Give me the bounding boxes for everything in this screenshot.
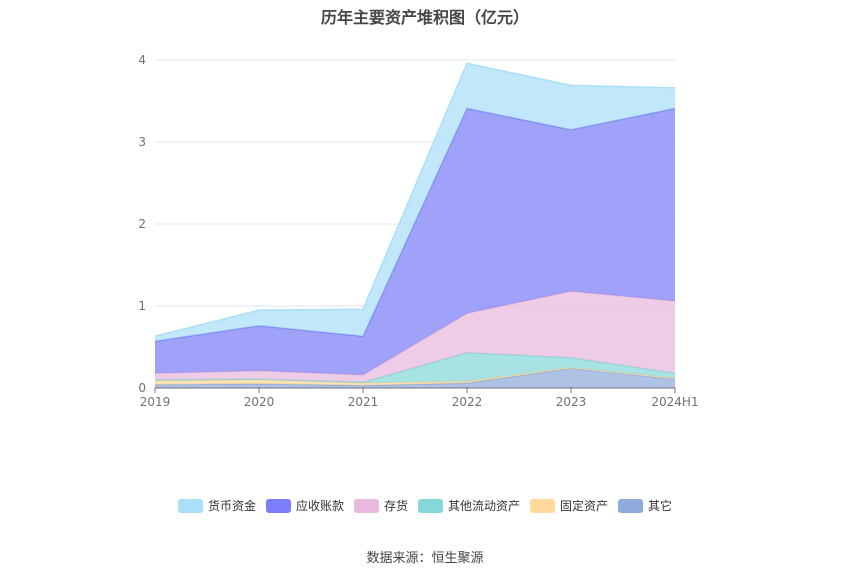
- legend-swatch: [177, 498, 203, 513]
- y-tick-label: 3: [138, 135, 146, 149]
- chart-title: 历年主要资产堆积图（亿元）: [320, 8, 529, 27]
- x-tick-label: 2020: [244, 395, 275, 409]
- data-source-note: 数据来源：恒生聚源: [366, 551, 484, 566]
- legend-swatch: [618, 498, 644, 513]
- area-series-货币资金[interactable]: [155, 63, 675, 342]
- x-tick-label: 2023: [556, 395, 587, 409]
- legend-swatch: [530, 498, 556, 513]
- legend-item-货币资金[interactable]: 货币资金: [177, 497, 256, 514]
- x-tick-label: 2024H1: [651, 395, 698, 409]
- area-series-存货[interactable]: [155, 291, 675, 383]
- legend-swatch: [418, 498, 443, 513]
- legend-label: 存货: [383, 499, 408, 513]
- area-series-应收账款[interactable]: [155, 108, 675, 375]
- x-tick-label: 2022: [452, 395, 483, 409]
- x-tick-label: 2021: [348, 395, 379, 409]
- legend-item-应收账款[interactable]: 应收账款: [265, 497, 344, 514]
- legend-item-其它[interactable]: 其它: [618, 497, 672, 514]
- y-tick-label: 1: [138, 299, 146, 313]
- area-line-货币资金: [154, 62, 676, 338]
- legend-label: 其他流动资产: [448, 499, 521, 513]
- legend-swatch: [265, 498, 291, 513]
- legend-swatch: [353, 498, 379, 513]
- legend-label: 应收账款: [295, 499, 344, 513]
- area-series-其它[interactable]: [155, 368, 675, 388]
- legend: 货币资金 应收账款 存货 其他流动资产 固定资产 其它: [0, 497, 850, 514]
- axes: 0 1 2 3 4 2019 2020 2021 2022 2023 2024H1: [138, 53, 698, 409]
- legend-item-其他流动资产[interactable]: 其他流动资产: [418, 497, 520, 514]
- legend-item-固定资产[interactable]: 固定资产: [530, 497, 608, 514]
- area-series-layer: [154, 62, 676, 388]
- y-tick-label: 2: [138, 217, 146, 231]
- y-tick-label: 4: [138, 53, 146, 67]
- x-tick-label: 2019: [140, 395, 171, 409]
- legend-label: 货币资金: [207, 499, 256, 513]
- legend-label: 其它: [648, 499, 673, 513]
- legend-label: 固定资产: [560, 499, 609, 513]
- legend-item-存货[interactable]: 存货: [353, 497, 408, 514]
- y-tick-label: 0: [138, 381, 146, 395]
